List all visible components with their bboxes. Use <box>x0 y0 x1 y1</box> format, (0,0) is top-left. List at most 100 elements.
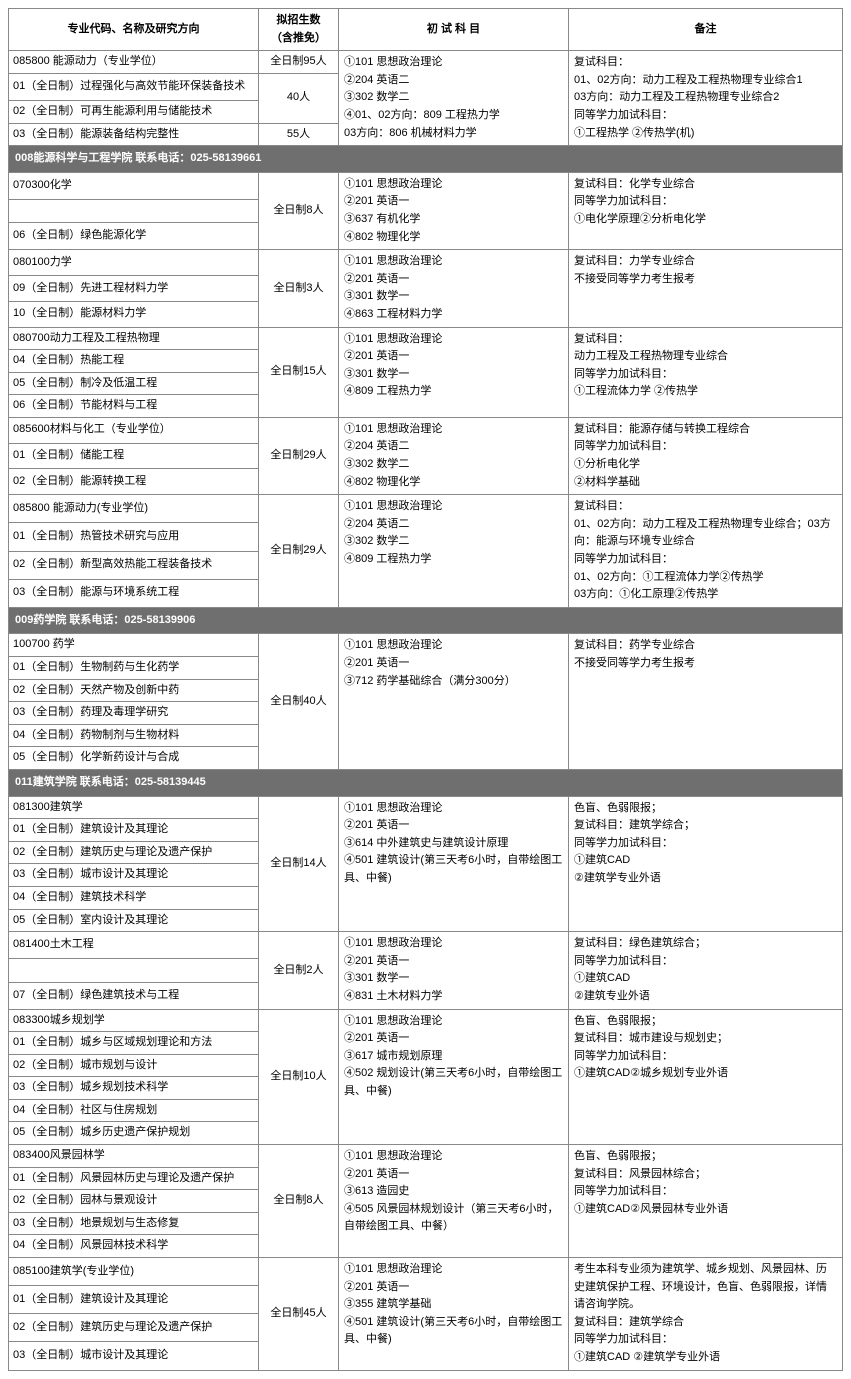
note-cell: 复试科目：能源存储与转换工程综合 同等学力加试科目： ①分析电化学 ②材料学基础 <box>569 417 843 494</box>
quota-cell: 全日制3人 <box>259 250 339 327</box>
major-cell: 03（全日制）药理及毒理学研究 <box>9 702 259 725</box>
section-header: 008能源科学与工程学院 联系电话：025-58139661 <box>9 146 843 173</box>
exam-cell: ①101 思想政治理论 ②201 英语一 ③617 城市规划原理 ④502 规划… <box>339 1009 569 1145</box>
major-cell: 06（全日制）绿色能源化学 <box>9 223 259 250</box>
major-cell: 083300城乡规划学 <box>9 1009 259 1032</box>
table-row: 083400风景园林学全日制8人①101 思想政治理论 ②201 英语一 ③61… <box>9 1145 843 1168</box>
note-cell: 复试科目： 动力工程及工程热物理专业综合 同等学力加试科目： ①工程流体力学 ②… <box>569 327 843 417</box>
note-cell: 复试科目：化学专业综合 同等学力加试科目： ①电化学原理②分析电化学 <box>569 172 843 249</box>
major-cell: 080700动力工程及工程热物理 <box>9 327 259 350</box>
exam-cell: ①101 思想政治理论 ②201 英语一 ③301 数学一 ④831 土木材料力… <box>339 932 569 1009</box>
note-cell: 复试科目： 01、02方向：动力工程及工程热物理专业综合1 03方向：动力工程及… <box>569 51 843 146</box>
major-cell: 080100力学 <box>9 250 259 276</box>
admissions-table: 专业代码、名称及研究方向 拟招生数 （含推免） 初 试 科 目 备注 08580… <box>8 8 843 1371</box>
major-cell: 01（全日制）建筑设计及其理论 <box>9 1286 259 1314</box>
header-major: 专业代码、名称及研究方向 <box>9 9 259 51</box>
major-cell: 10（全日制）能源材料力学 <box>9 301 259 327</box>
exam-cell: ①101 思想政治理论 ②204 英语二 ③302 数学二 ④01、02方向：8… <box>339 51 569 146</box>
quota-cell: 全日制95人 <box>259 51 339 74</box>
major-cell: 07（全日制）绿色建筑技术与工程 <box>9 982 259 1009</box>
major-cell: 01（全日制）过程强化与高效节能环保装备技术 <box>9 73 259 100</box>
exam-cell: ①101 思想政治理论 ②204 英语二 ③302 数学二 ④802 物理化学 <box>339 417 569 494</box>
note-cell: 复试科目：力学专业综合 不接受同等学力考生报考 <box>569 250 843 327</box>
major-cell: 02（全日制）建筑历史与理论及遗产保护 <box>9 1314 259 1342</box>
table-row: 081300建筑学全日制14人①101 思想政治理论 ②201 英语一 ③614… <box>9 796 843 819</box>
header-exam: 初 试 科 目 <box>339 9 569 51</box>
major-cell: 02（全日制）建筑历史与理论及遗产保护 <box>9 841 259 864</box>
major-cell: 02（全日制）园林与景观设计 <box>9 1190 259 1213</box>
major-cell: 01（全日制）建筑设计及其理论 <box>9 819 259 842</box>
major-cell: 085800 能源动力（专业学位） <box>9 51 259 74</box>
major-cell: 05（全日制）化学新药设计与合成 <box>9 747 259 770</box>
table-row: 085100建筑学(专业学位)全日制45人①101 思想政治理论 ②201 英语… <box>9 1258 843 1286</box>
major-cell: 03（全日制）城市设计及其理论 <box>9 864 259 887</box>
quota-cell: 55人 <box>259 123 339 146</box>
major-cell: 01（全日制）储能工程 <box>9 443 259 469</box>
quota-cell: 40人 <box>259 73 339 123</box>
exam-cell: ①101 思想政治理论 ②201 英语一 ③355 建筑学基础 ④501 建筑设… <box>339 1258 569 1371</box>
note-cell: 色盲、色弱限报； 复试科目：风景园林综合； 同等学力加试科目： ①建筑CAD②风… <box>569 1145 843 1258</box>
major-cell: 03（全日制）能源与环境系统工程 <box>9 579 259 607</box>
exam-cell: ①101 思想政治理论 ②201 英语一 ③613 造园史 ④505 风景园林规… <box>339 1145 569 1258</box>
note-cell: 色盲、色弱限报； 复试科目：建筑学综合； 同等学力加试科目： ①建筑CAD ②建… <box>569 796 843 932</box>
major-cell: 01（全日制）生物制药与生化药学 <box>9 657 259 680</box>
quota-cell: 全日制40人 <box>259 634 339 770</box>
major-cell: 083400风景园林学 <box>9 1145 259 1168</box>
major-cell: 085800 能源动力(专业学位) <box>9 495 259 523</box>
major-cell: 070300化学 <box>9 172 259 199</box>
major-cell: 01（全日制）城乡与区域规划理论和方法 <box>9 1032 259 1055</box>
major-cell: 05（全日制）室内设计及其理论 <box>9 909 259 932</box>
quota-cell: 全日制10人 <box>259 1009 339 1145</box>
major-cell: 01（全日制）热管技术研究与应用 <box>9 523 259 551</box>
major-cell: 04（全日制）热能工程 <box>9 350 259 373</box>
major-cell: 03（全日制）城乡规划技术科学 <box>9 1077 259 1100</box>
quota-cell: 全日制15人 <box>259 327 339 417</box>
note-cell: 复试科目： 01、02方向：动力工程及工程热物理专业综合；03方向：能源与环境专… <box>569 495 843 608</box>
exam-cell: ①101 思想政治理论 ②201 英语一 ③301 数学一 ④863 工程材料力… <box>339 250 569 327</box>
table-row: 083300城乡规划学全日制10人①101 思想政治理论 ②201 英语一 ③6… <box>9 1009 843 1032</box>
note-cell: 复试科目：绿色建筑综合； 同等学力加试科目： ①建筑CAD ②建筑专业外语 <box>569 932 843 1009</box>
exam-cell: ①101 思想政治理论 ②201 英语一 ③712 药学基础综合（满分300分） <box>339 634 569 770</box>
exam-cell: ①101 思想政治理论 ②201 英语一 ③637 有机化学 ④802 物理化学 <box>339 172 569 249</box>
section-header: 011建筑学院 联系电话：025-58139445 <box>9 769 843 796</box>
major-cell: 09（全日制）先进工程材料力学 <box>9 275 259 301</box>
major-cell <box>9 958 259 982</box>
major-cell: 01（全日制）风景园林历史与理论及遗产保护 <box>9 1167 259 1190</box>
major-cell: 085600材料与化工（专业学位） <box>9 417 259 443</box>
major-cell: 03（全日制）地景规划与生态修复 <box>9 1212 259 1235</box>
note-cell: 考生本科专业须为建筑学、城乡规划、风景园林、历史建筑保护工程、环境设计，色盲、色… <box>569 1258 843 1371</box>
section-header: 009药学院 联系电话：025-58139906 <box>9 607 843 634</box>
major-cell: 03（全日制）能源装备结构完整性 <box>9 123 259 146</box>
major-cell: 081300建筑学 <box>9 796 259 819</box>
table-row: 080700动力工程及工程热物理全日制15人①101 思想政治理论 ②201 英… <box>9 327 843 350</box>
major-cell: 05（全日制）制冷及低温工程 <box>9 372 259 395</box>
major-cell: 02（全日制）天然产物及创新中药 <box>9 679 259 702</box>
major-cell: 081400土木工程 <box>9 932 259 959</box>
major-cell: 05（全日制）城乡历史遗产保护规划 <box>9 1122 259 1145</box>
table-row: 080100力学全日制3人①101 思想政治理论 ②201 英语一 ③301 数… <box>9 250 843 276</box>
quota-cell: 全日制45人 <box>259 1258 339 1371</box>
major-cell: 085100建筑学(专业学位) <box>9 1258 259 1286</box>
quota-cell: 全日制14人 <box>259 796 339 932</box>
table-row: 100700 药学全日制40人①101 思想政治理论 ②201 英语一 ③712… <box>9 634 843 657</box>
header-note: 备注 <box>569 9 843 51</box>
table-row: 070300化学全日制8人①101 思想政治理论 ②201 英语一 ③637 有… <box>9 172 843 199</box>
major-cell: 04（全日制）社区与住房规划 <box>9 1099 259 1122</box>
major-cell: 06（全日制）节能材料与工程 <box>9 395 259 418</box>
major-cell: 04（全日制）风景园林技术科学 <box>9 1235 259 1258</box>
quota-cell: 全日制2人 <box>259 932 339 1009</box>
header-quota: 拟招生数 （含推免） <box>259 9 339 51</box>
table-row: 081400土木工程全日制2人①101 思想政治理论 ②201 英语一 ③301… <box>9 932 843 959</box>
major-cell: 02（全日制）能源转换工程 <box>9 469 259 495</box>
major-cell: 02（全日制）城市规划与设计 <box>9 1054 259 1077</box>
major-cell <box>9 199 259 223</box>
quota-cell: 全日制8人 <box>259 172 339 249</box>
quota-cell: 全日制29人 <box>259 495 339 608</box>
table-row: 085800 能源动力（专业学位）全日制95人①101 思想政治理论 ②204 … <box>9 51 843 74</box>
table-row: 085800 能源动力(专业学位)全日制29人①101 思想政治理论 ②204 … <box>9 495 843 523</box>
major-cell: 03（全日制）城市设计及其理论 <box>9 1342 259 1370</box>
major-cell: 100700 药学 <box>9 634 259 657</box>
quota-cell: 全日制29人 <box>259 417 339 494</box>
major-cell: 02（全日制）新型高效热能工程装备技术 <box>9 551 259 579</box>
major-cell: 02（全日制）可再生能源利用与储能技术 <box>9 100 259 123</box>
